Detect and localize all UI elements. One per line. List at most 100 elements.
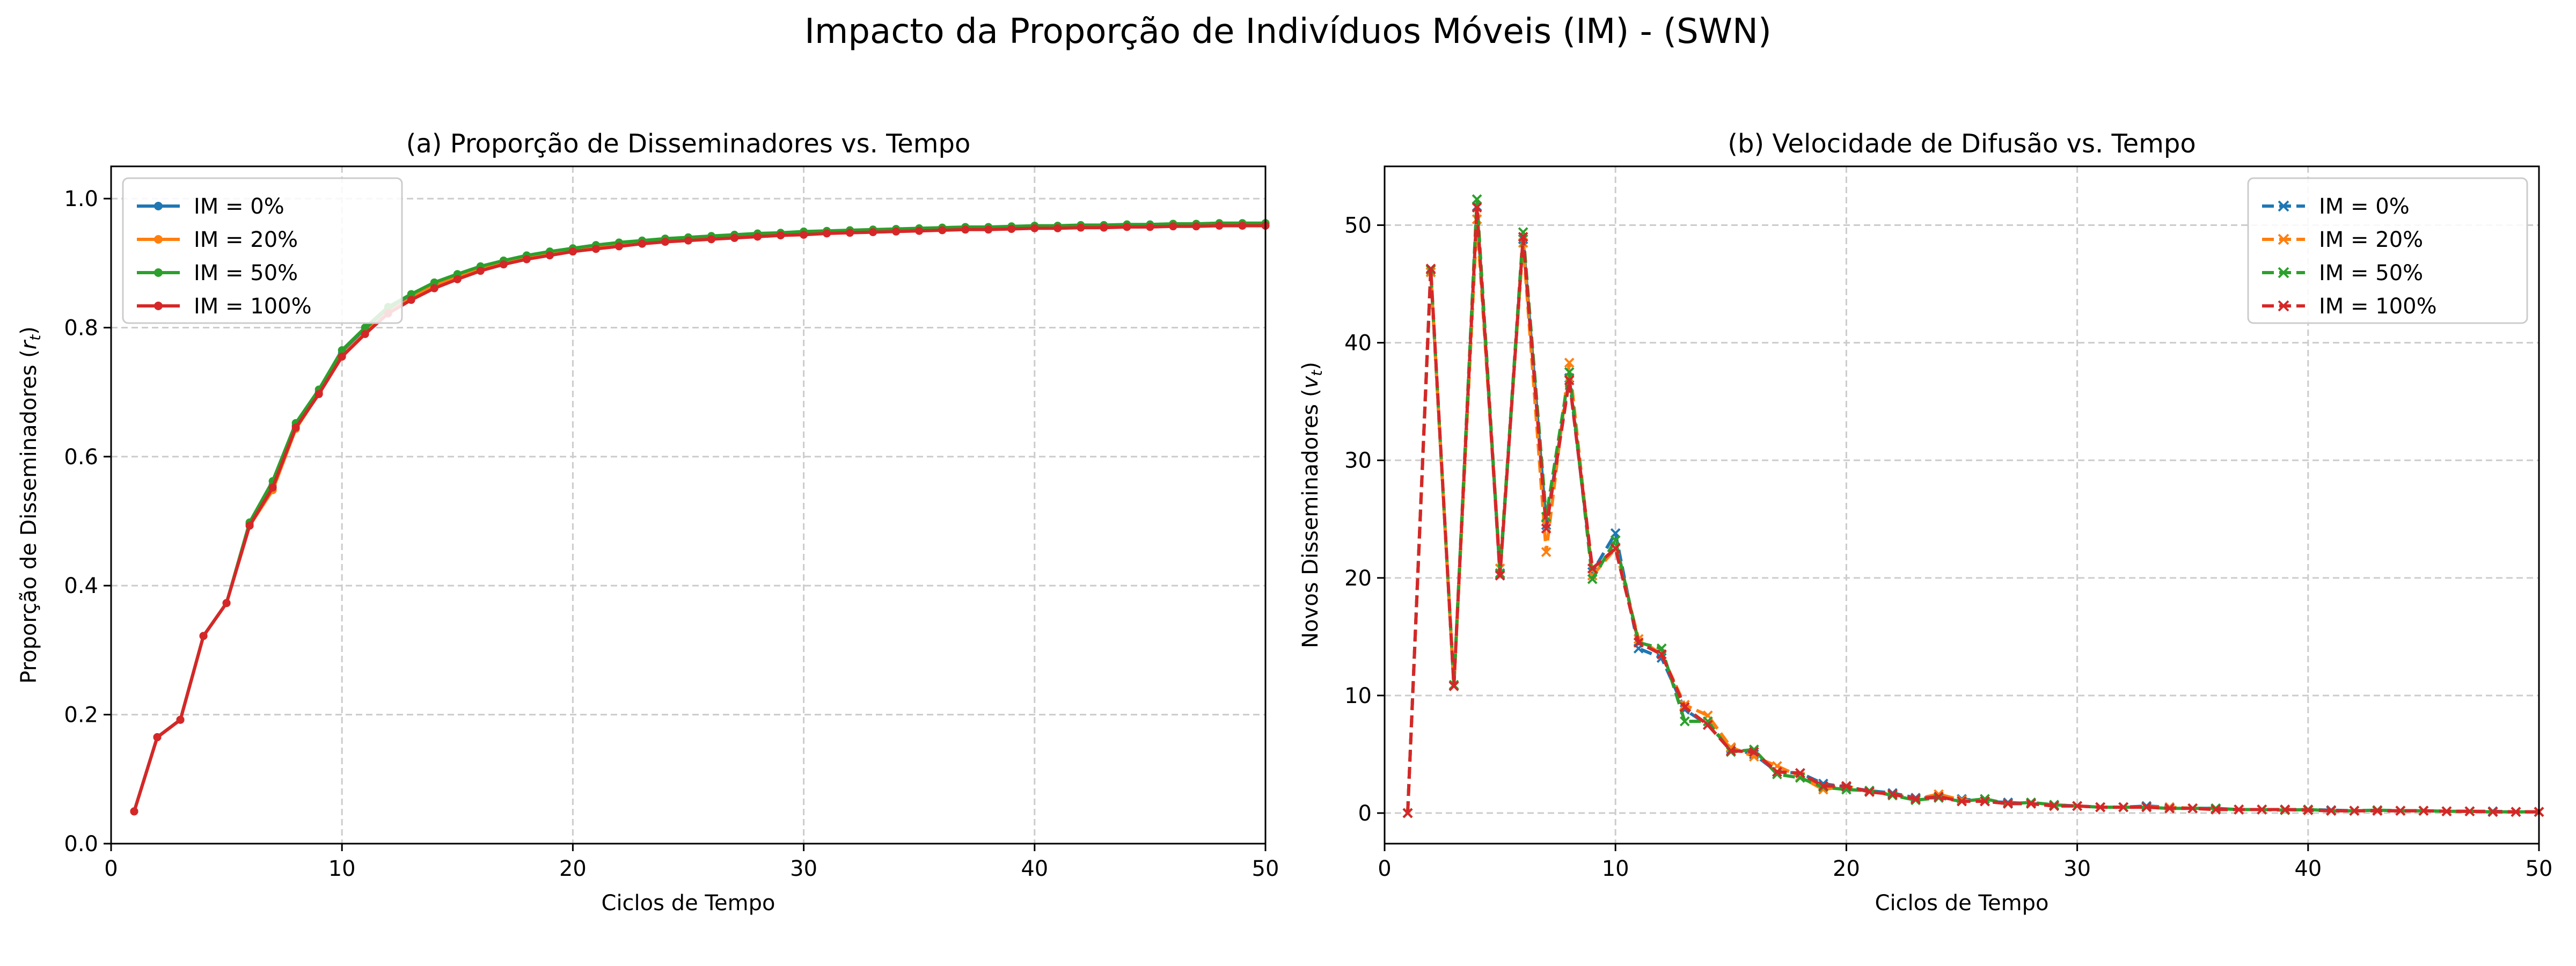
chart-a-xtick-label: 20 [559, 857, 587, 881]
chart-a-data-point [291, 423, 300, 432]
chart-b-data-point [1795, 768, 1805, 778]
chart-a-data-point [130, 807, 138, 816]
chart-a-legend-marker [154, 202, 163, 210]
chart-b-legend: IM = 0% IM = 20% IM = 50% IM = 100% [2247, 177, 2528, 324]
chart-a-legend-marker [154, 268, 163, 277]
chart-b-data-point [2257, 804, 2267, 815]
chart-a-legend-label: IM = 100% [194, 294, 312, 319]
chart-b-ytick-label: 20 [1344, 566, 1372, 591]
chart-b-data-point [1518, 232, 1528, 242]
chart-a-data-point [730, 233, 739, 242]
chart-b-data-point [2234, 804, 2244, 815]
chart-a-legend-marker [154, 302, 163, 310]
chart-b-data-point [2464, 806, 2475, 817]
chart-a-data-point [753, 232, 762, 241]
chart-b-ytick-label: 40 [1344, 331, 1372, 356]
chart-a-ytick-label: 1.0 [64, 187, 98, 211]
chart-b-data-point [1564, 367, 1575, 377]
chart-a-data-point [638, 239, 646, 248]
chart-a-data-point [1100, 223, 1108, 232]
chart-b-data-point [1633, 637, 1644, 648]
chart-b-xtick-label: 0 [1378, 857, 1391, 881]
chart-b-xtick-label: 40 [2294, 857, 2322, 881]
chart-b-data-point [2003, 799, 2013, 809]
chart-b-xtick-label: 30 [2063, 857, 2091, 881]
chart-b-ytick-label: 30 [1344, 449, 1372, 473]
chart-b-xtick-label: 50 [2526, 857, 2553, 881]
chart-a-data-point [153, 733, 162, 742]
chart-b-data-point [1472, 202, 1482, 213]
chart-a-ytick-label: 0.8 [64, 316, 98, 340]
chart-a-ytick-label: 0.6 [64, 445, 98, 470]
chart-b-data-point [2187, 803, 2198, 814]
chart-a-data-point [938, 226, 947, 235]
chart-a-data-point [1192, 222, 1201, 231]
chart-a-data-point [476, 267, 485, 275]
chart-a-legend-box [122, 177, 403, 324]
chart-b-data-point [1887, 789, 1898, 800]
chart-b-data-point [2280, 804, 2290, 815]
chart-a-data-point [984, 225, 993, 234]
chart-a-data-point [314, 390, 323, 398]
chart-a-data-point [1238, 222, 1247, 230]
chart-b-legend-marker [2278, 200, 2289, 212]
chart-b-data-point [1448, 680, 1459, 691]
chart-b-data-point [1864, 787, 1875, 797]
chart-b-series-group [1402, 194, 2544, 818]
chart-a-data-point [222, 599, 231, 608]
chart-b-data-point [1911, 794, 1921, 804]
chart-a-data-point [199, 632, 208, 640]
chart-b-data-point [2418, 806, 2429, 816]
chart-a-legend: IM = 0% IM = 20% IM = 50% IM = 100% [122, 177, 403, 324]
chart-b-legend-marker [2278, 233, 2289, 245]
chart-b-data-point [2072, 801, 2083, 811]
chart-b-legend-marker [2278, 300, 2289, 312]
chart-a-xtick-label: 0 [104, 857, 118, 881]
chart-a-frame [110, 165, 1267, 845]
chart-a-data-point [1053, 224, 1062, 232]
chart-a-data-point [1030, 224, 1039, 232]
chart-a-data-point [1007, 225, 1016, 233]
chart-a-xlabel: Ciclos de Tempo [602, 891, 775, 916]
chart-a-legend-marker [154, 235, 163, 244]
chart-a-data-point [1077, 223, 1085, 232]
chart-a-data-point [823, 229, 831, 238]
chart-a-data-point [245, 521, 254, 530]
chart-b-data-point [1587, 563, 1598, 574]
chart-b-data-point [2372, 806, 2383, 816]
chart-b-data-point [2095, 802, 2106, 813]
chart-a-data-point [499, 260, 508, 269]
chart-a-title: (a) Proporção de Disseminadores vs. Temp… [406, 129, 971, 159]
chart-a-xtick-label: 10 [328, 857, 356, 881]
chart-b-data-point [1725, 745, 1736, 756]
chart-b-data-point [1564, 357, 1575, 368]
chart-a-data-point [522, 255, 531, 264]
chart-a-data-point [361, 330, 369, 338]
figure-title: Impacto da Proporção de Indivíduos Móvei… [804, 12, 1772, 52]
chart-a-data-point [568, 247, 577, 256]
chart-a-data-point [684, 236, 692, 245]
chart-a-ylabel: Proporção de Disseminadores (rt) [17, 326, 44, 684]
chart-a-data-point [961, 225, 970, 234]
chart-b-data-point [2487, 807, 2498, 817]
chart-a-data-point [268, 484, 277, 492]
chart-a-data-point [892, 227, 901, 236]
chart-b-data-point [2511, 807, 2521, 817]
chart-a-data-point [661, 238, 669, 246]
chart-a-data-point [430, 284, 438, 292]
chart-a-data-point [1146, 223, 1154, 231]
chart-b-data-point [1772, 766, 1782, 777]
chart-b-ytick-label: 50 [1344, 214, 1372, 238]
chart-b-data-point [1541, 523, 1552, 534]
chart-a-data-point [338, 353, 346, 361]
chart-b-data-point [1818, 781, 1828, 792]
chart-a-ytick-label: 0.4 [64, 574, 98, 598]
chart-b-data-point [1656, 649, 1667, 660]
chart-a-legend-label: IM = 50% [194, 261, 298, 286]
chart-b-data-point [2118, 802, 2129, 813]
chart-a-data-point [453, 275, 462, 283]
chart-b-data-point [1679, 716, 1690, 727]
chart-b-legend-box [2247, 177, 2528, 324]
